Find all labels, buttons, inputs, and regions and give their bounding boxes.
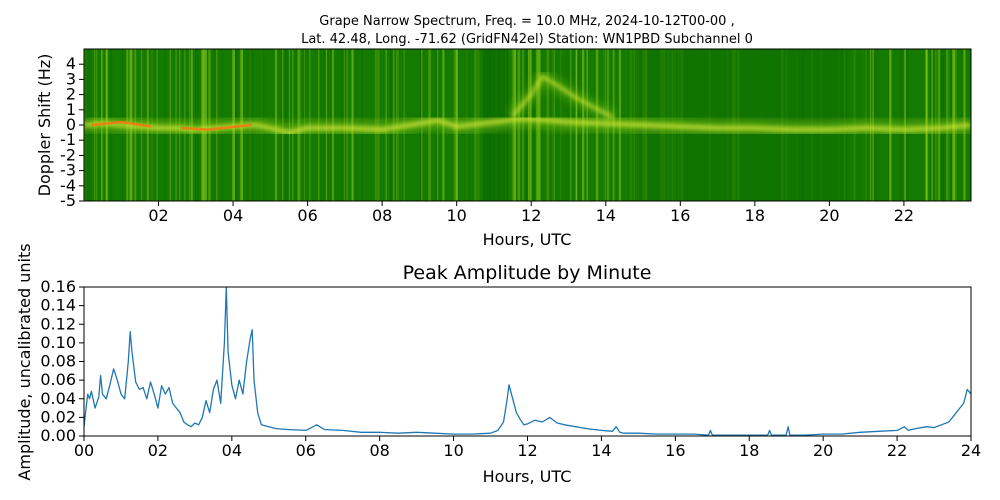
x-tick-label: 22 xyxy=(894,206,914,225)
x-tick-label: 12 xyxy=(517,441,537,460)
hot-segment xyxy=(180,123,252,131)
x-tick-label: 14 xyxy=(591,441,611,460)
y-tick-label: -2 xyxy=(60,145,76,164)
y-tick-label: 0 xyxy=(66,115,76,134)
y-tick-label: 0.12 xyxy=(40,314,76,333)
y-tick-label: 2 xyxy=(66,85,76,104)
y-tick-label: -4 xyxy=(60,176,76,195)
y-tick-label: 0.08 xyxy=(40,352,76,371)
x-tick-label: 10 xyxy=(443,441,463,460)
x-tick-label: 02 xyxy=(148,441,168,460)
y-tick-label: 0.16 xyxy=(40,277,76,296)
y-tick-label: 4 xyxy=(66,54,76,73)
amplitude-title: Peak Amplitude by Minute xyxy=(403,262,652,284)
x-tick-label: 22 xyxy=(887,441,907,460)
y-tick-label: -5 xyxy=(60,191,76,210)
x-tick-label: 08 xyxy=(372,206,392,225)
amplitude-frame xyxy=(83,286,972,437)
x-tick-label: 16 xyxy=(670,206,690,225)
x-tick-label: 10 xyxy=(447,206,467,225)
y-tick-label: 1 xyxy=(66,100,76,119)
spectrogram-image xyxy=(84,49,971,201)
spectrogram-title-line2: Lat. 42.48, Long. -71.62 (GridFN42el) St… xyxy=(301,32,753,47)
x-tick-label: 08 xyxy=(369,441,389,460)
x-tick-label: 00 xyxy=(74,441,94,460)
spectrogram-ylabel: Doppler Shift (Hz) xyxy=(35,54,54,197)
y-tick-label: 0.06 xyxy=(40,370,76,389)
x-tick-label: 18 xyxy=(745,206,765,225)
x-tick-label: 04 xyxy=(222,441,242,460)
x-tick-label: 24 xyxy=(961,441,981,460)
noise-stripe xyxy=(289,49,290,201)
x-tick-label: 06 xyxy=(296,441,316,460)
y-tick-label: -3 xyxy=(60,161,76,180)
y-tick-label: 0.00 xyxy=(40,426,76,445)
x-tick-label: 12 xyxy=(521,206,541,225)
x-tick-label: 18 xyxy=(739,441,759,460)
x-tick-label: 14 xyxy=(596,206,616,225)
hot-segment xyxy=(91,120,152,128)
spectrogram-title-line1: Grape Narrow Spectrum, Freq. = 10.0 MHz,… xyxy=(319,14,734,29)
doppler-arc xyxy=(511,74,614,119)
amplitude-line xyxy=(84,287,971,436)
y-tick-label: 0.04 xyxy=(40,389,76,408)
y-tick-label: 3 xyxy=(66,69,76,88)
amplitude-panel: 00 02 04 06 08 10 12 14 16 18 20 22 240.000.020.040.… xyxy=(40,277,981,460)
y-tick-label: -1 xyxy=(60,130,76,149)
y-tick-label: 0.14 xyxy=(40,296,76,315)
y-tick-label: 0.10 xyxy=(40,333,76,352)
x-tick-label: 20 xyxy=(819,206,839,225)
x-tick-label: 06 xyxy=(297,206,317,225)
x-tick-label: 20 xyxy=(813,441,833,460)
amplitude-ylabel: Amplitude, uncalibrated units xyxy=(15,243,34,480)
x-tick-label: 02 xyxy=(148,206,168,225)
y-tick-label: 0.02 xyxy=(40,407,76,426)
amplitude-xlabel: Hours, UTC xyxy=(483,467,572,486)
x-tick-label: 04 xyxy=(223,206,243,225)
spectrogram-xlabel: Hours, UTC xyxy=(483,230,572,249)
x-tick-label: 16 xyxy=(665,441,685,460)
